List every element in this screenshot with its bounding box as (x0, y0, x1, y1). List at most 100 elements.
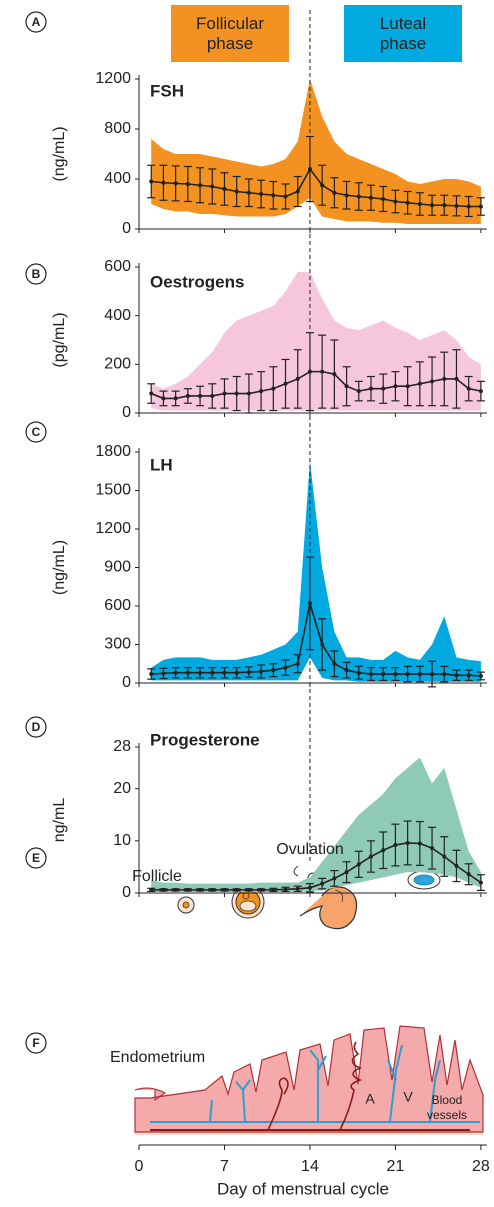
mean-point (271, 668, 276, 673)
y-tick-label: 800 (104, 120, 131, 137)
endometrium-label: Endometrium (110, 1049, 205, 1066)
mean-line (150, 370, 482, 400)
mean-point (222, 391, 227, 396)
y-tick-label: 600 (104, 597, 131, 614)
mean-point (173, 396, 178, 401)
ovulation-label: Ovulation (276, 841, 344, 858)
mean-point (405, 672, 410, 677)
y-tick-label: 0 (122, 674, 131, 691)
range-band (151, 757, 481, 892)
mean-point (185, 393, 190, 398)
mean-point (173, 181, 178, 186)
mean-point (234, 887, 239, 892)
mean-point (234, 670, 239, 675)
mean-point (369, 386, 373, 391)
mean-point (271, 386, 276, 391)
vessels-label: Blood vessels (426, 1093, 467, 1122)
mean-point (210, 887, 215, 892)
x-tick-label: 14 (301, 1158, 319, 1175)
mean-point (454, 673, 459, 678)
mean-point (246, 391, 251, 396)
panel-label: B (32, 267, 41, 281)
mean-point (149, 887, 154, 892)
mean-point (307, 369, 312, 374)
mean-point (332, 190, 337, 195)
mean-point (466, 673, 471, 678)
phase-label: Follicular phase (171, 5, 289, 62)
mean-line (151, 167, 481, 208)
x-axis-label: Day of menstrual cycle (217, 1179, 389, 1198)
mean-point (430, 672, 435, 677)
mean-point (246, 670, 251, 675)
mean-point (369, 672, 373, 677)
mean-point (332, 876, 337, 881)
y-tick-label: 28 (113, 738, 131, 755)
x-tick-label: 28 (472, 1158, 490, 1175)
mean-point (381, 386, 386, 391)
y-tick-label: 300 (104, 636, 131, 653)
mean-point (210, 393, 215, 398)
mean-point (417, 381, 422, 386)
y-axis-label: ng/mL (51, 798, 68, 843)
chart-title: LH (150, 455, 173, 474)
mean-point (149, 672, 154, 677)
mean-point (295, 376, 300, 381)
mean-point (222, 887, 227, 892)
mean-point (259, 192, 264, 196)
y-tick-label: 20 (113, 780, 131, 797)
mean-point (173, 670, 178, 675)
mean-point (198, 887, 203, 892)
mean-point (393, 672, 398, 677)
mean-point (271, 887, 276, 892)
x-tick-label: 21 (387, 1158, 405, 1175)
mean-point (295, 886, 300, 891)
mean-point (320, 642, 325, 647)
mean-point (478, 389, 483, 394)
mean-line (151, 842, 482, 891)
y-axis-label: (ng/mL) (51, 126, 68, 181)
mean-point (356, 194, 361, 199)
panel-label: E (32, 851, 40, 865)
mean-point (454, 203, 459, 208)
mean-point (381, 672, 386, 677)
mean-point (307, 885, 312, 890)
mean-line (151, 603, 481, 677)
mean-point (210, 670, 215, 675)
endometrium-drawing (134, 1025, 484, 1135)
mean-point (185, 670, 190, 675)
mean-point (320, 881, 325, 886)
panel-label: D (32, 720, 41, 734)
range-band (151, 460, 481, 682)
y-tick-label: 1200 (95, 520, 131, 537)
mean-point (442, 672, 447, 677)
y-tick-label: 1800 (95, 443, 131, 460)
mean-point (417, 202, 422, 206)
mean-point (381, 848, 386, 853)
mean-point (149, 391, 154, 396)
mean-point (344, 668, 349, 673)
range-band (151, 79, 481, 224)
mean-point (356, 862, 361, 867)
mean-point (369, 854, 373, 859)
panel-label-circle (25, 421, 47, 443)
mean-point (320, 183, 325, 188)
x-tick-label: 7 (220, 1158, 229, 1175)
mean-point (234, 189, 239, 194)
range-band (151, 271, 481, 411)
mean-point (356, 389, 361, 394)
mean-point (198, 183, 203, 188)
mean-point (198, 670, 203, 675)
mean-point (332, 372, 337, 377)
mean-point (271, 193, 276, 198)
mean-point (210, 184, 215, 189)
mean-point (478, 204, 483, 209)
panel-label-circle (25, 716, 47, 738)
mean-point (222, 670, 227, 675)
panel-label: A (32, 15, 41, 29)
x-tick-label: 0 (135, 1158, 144, 1175)
follicle-drawings (177, 865, 441, 930)
panel-label: F (32, 1036, 39, 1050)
mean-point (283, 665, 288, 670)
